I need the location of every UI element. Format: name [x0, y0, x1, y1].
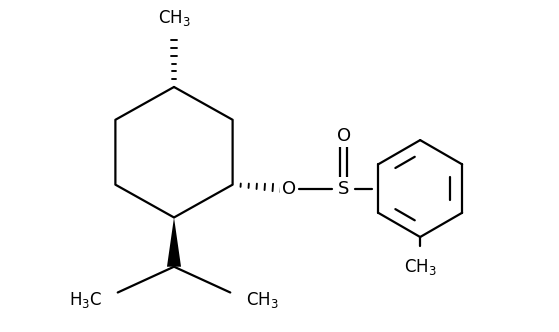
- Text: CH$_3$: CH$_3$: [404, 257, 437, 277]
- Text: H$_3$C: H$_3$C: [69, 290, 102, 310]
- Text: CH$_3$: CH$_3$: [246, 290, 279, 310]
- Polygon shape: [167, 217, 181, 267]
- Text: O: O: [337, 127, 350, 145]
- Text: S: S: [338, 180, 349, 198]
- Text: CH$_3$: CH$_3$: [158, 8, 191, 28]
- Text: O: O: [282, 180, 296, 198]
